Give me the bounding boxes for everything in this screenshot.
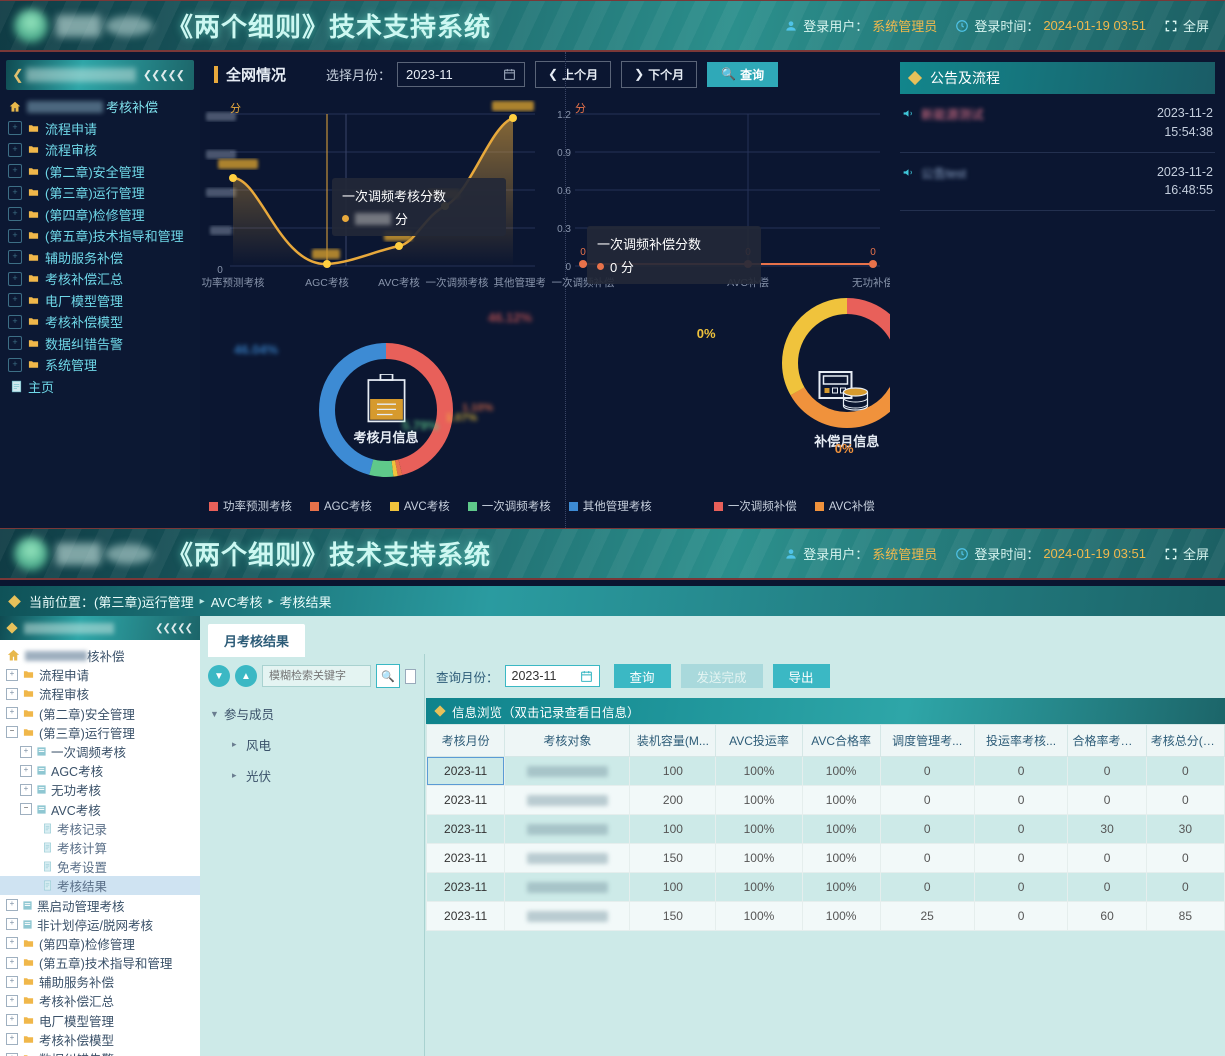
svg-text:其他管理考核: 其他管理考核 <box>494 276 546 289</box>
svg-text:无功补偿: 无功补偿 <box>852 276 890 289</box>
svg-text:0: 0 <box>580 247 586 258</box>
svg-text:0.9: 0.9 <box>557 148 571 159</box>
svg-text:AGC考核: AGC考核 <box>305 276 349 289</box>
svg-text:0: 0 <box>217 265 223 276</box>
svg-text:0.6: 0.6 <box>557 186 571 197</box>
svg-text:0: 0 <box>870 247 876 258</box>
svg-text:1.2: 1.2 <box>557 110 571 121</box>
svg-text:一次调频考核: 一次调频考核 <box>426 276 489 289</box>
svg-text:功率预测考核: 功率预测考核 <box>202 276 265 289</box>
svg-text:AVC考核: AVC考核 <box>378 276 420 289</box>
svg-text:0: 0 <box>565 262 571 273</box>
svg-text:0.3: 0.3 <box>557 224 571 235</box>
